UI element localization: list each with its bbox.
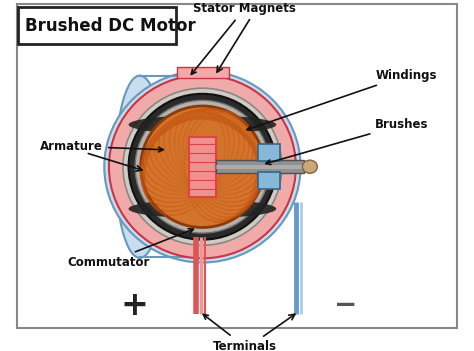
Ellipse shape bbox=[154, 118, 252, 215]
Bar bbox=[257, 144, 280, 161]
Bar bbox=[257, 172, 280, 189]
Ellipse shape bbox=[128, 115, 276, 134]
Ellipse shape bbox=[302, 160, 318, 173]
Ellipse shape bbox=[128, 94, 276, 240]
Text: Windings: Windings bbox=[247, 69, 437, 131]
Text: −: − bbox=[334, 291, 357, 319]
Text: Brushed DC Motor: Brushed DC Motor bbox=[25, 16, 196, 35]
Ellipse shape bbox=[128, 199, 276, 218]
Text: Brushes: Brushes bbox=[266, 118, 429, 165]
FancyBboxPatch shape bbox=[18, 4, 456, 329]
Ellipse shape bbox=[123, 88, 282, 245]
Bar bbox=[216, 160, 304, 173]
Text: +: + bbox=[120, 289, 148, 322]
Ellipse shape bbox=[104, 71, 301, 263]
Text: Commutator: Commutator bbox=[68, 229, 193, 269]
Bar bbox=[216, 165, 304, 168]
Text: Terminals: Terminals bbox=[203, 314, 276, 351]
Ellipse shape bbox=[135, 100, 270, 233]
Ellipse shape bbox=[144, 109, 261, 224]
Ellipse shape bbox=[116, 75, 164, 258]
Text: Stator Magnets: Stator Magnets bbox=[191, 2, 296, 74]
Ellipse shape bbox=[141, 106, 264, 227]
Ellipse shape bbox=[109, 75, 296, 258]
Ellipse shape bbox=[165, 130, 239, 203]
Text: Armature: Armature bbox=[40, 140, 163, 153]
FancyBboxPatch shape bbox=[18, 7, 176, 44]
Bar bbox=[189, 137, 216, 197]
FancyBboxPatch shape bbox=[177, 67, 228, 78]
